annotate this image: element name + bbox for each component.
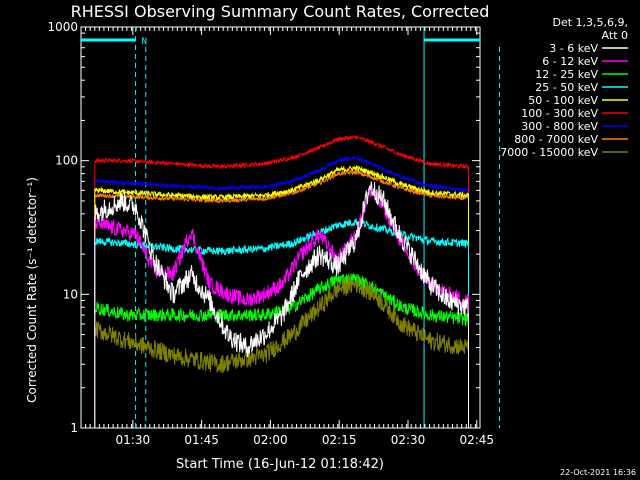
x-axis-label: Start Time (16-Jun-12 01:18:42) xyxy=(176,457,384,472)
footer-date: 22-Oct-2021 16:36 xyxy=(560,468,636,477)
y-tick-label: 10 xyxy=(63,287,78,301)
legend-entry-label: 3 - 6 keV xyxy=(549,42,598,55)
legend-entry-label: 25 - 50 keV xyxy=(535,81,598,94)
x-tick-label: 02:45 xyxy=(459,433,494,447)
series-line xyxy=(94,169,469,428)
legend-entry-label: 6 - 12 keV xyxy=(542,55,598,68)
series-line xyxy=(94,275,469,428)
series-line xyxy=(94,181,469,428)
y-tick-label: 100 xyxy=(55,154,78,168)
x-tick-label: 01:45 xyxy=(184,433,219,447)
y-tick-label: 1 xyxy=(70,421,78,435)
y-tick-label: 1000 xyxy=(47,20,78,34)
legend-entry-label: 800 - 7000 keV xyxy=(514,133,598,146)
legend-entry-label: 300 - 800 keV xyxy=(521,120,598,133)
series-line xyxy=(94,185,469,428)
x-tick-label: 02:15 xyxy=(322,433,357,447)
series-line xyxy=(94,134,469,428)
series-line xyxy=(94,155,469,428)
x-tick-label: 02:00 xyxy=(253,433,288,447)
legend-entry-label: 50 - 100 keV xyxy=(528,94,598,107)
legend-header-line2: Att 0 xyxy=(602,29,628,42)
legend-header-line1: Det 1,3,5,6,9, xyxy=(552,16,628,29)
series-line xyxy=(94,164,469,428)
series-line xyxy=(94,273,469,428)
chart-title: RHESSI Observing Summary Count Rates, Co… xyxy=(71,2,490,21)
plot-area: 01:30 01:45 02:00 02:15 02:30 02:45 1 10 100 1000… xyxy=(47,20,501,447)
y-axis-label: Corrected Count Rate (s⁻¹ detector⁻¹) xyxy=(25,177,39,403)
legend-entry-label: 7000 - 15000 keV xyxy=(500,146,598,159)
x-tick-label: 02:30 xyxy=(391,433,426,447)
plot-frame xyxy=(80,26,481,429)
series-line xyxy=(94,218,469,428)
night-marker-label: N xyxy=(142,37,147,47)
legend-entry-label: 12 - 25 keV xyxy=(535,68,598,81)
legend-entry-label: 100 - 300 keV xyxy=(521,107,598,120)
x-tick-label: 01:30 xyxy=(116,433,151,447)
